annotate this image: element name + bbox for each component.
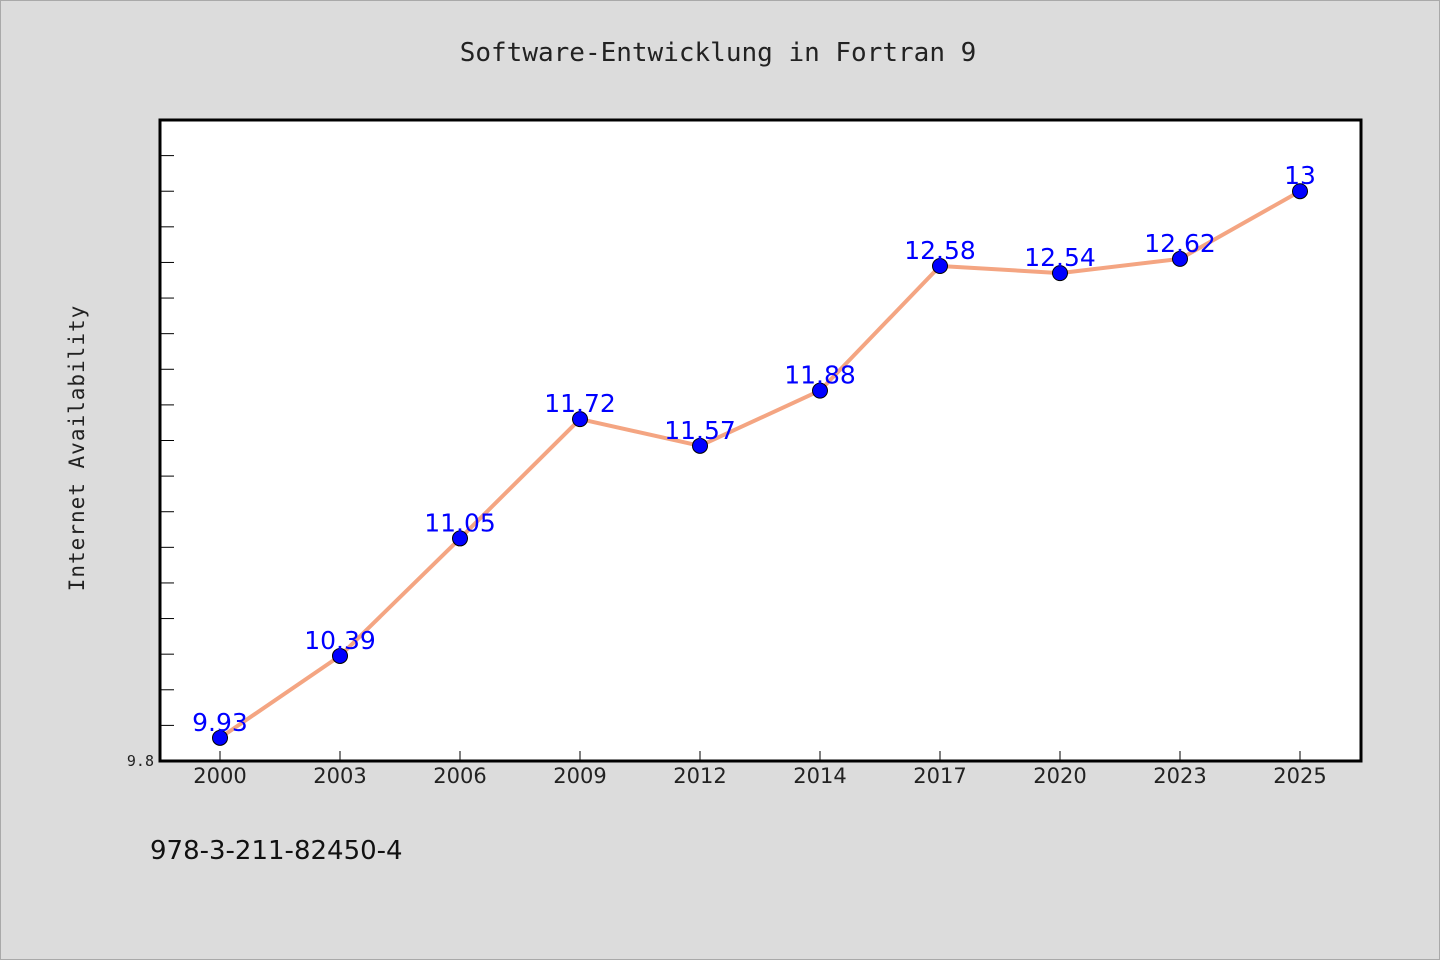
data-label: 11.57 xyxy=(664,416,736,445)
x-tick-label: 2003 xyxy=(313,764,366,788)
data-point xyxy=(332,647,348,664)
data-point xyxy=(932,258,948,275)
data-point xyxy=(692,437,708,454)
data-point xyxy=(1292,183,1308,200)
data-label: 12.62 xyxy=(1144,229,1216,258)
chart-title: Software-Entwicklung in Fortran 9 xyxy=(460,38,977,68)
data-point xyxy=(212,729,228,746)
data-label: 10.39 xyxy=(304,626,376,655)
series-line xyxy=(218,189,1301,740)
data-point xyxy=(812,382,828,399)
data-label: 13 xyxy=(1284,161,1316,190)
y-minor-ticks xyxy=(160,155,174,762)
x-tick-label: 2006 xyxy=(433,764,486,788)
data-label: 11.88 xyxy=(784,361,856,390)
x-tick-label: 2012 xyxy=(673,764,726,788)
x-tick-label: 2014 xyxy=(793,764,846,788)
x-tick-labels: 2000 2003 2006 2009 2012 2014 2017 2020 2023 2025 xyxy=(193,751,1327,788)
footer-isbn: 978-3-211-82450-4 xyxy=(150,836,403,866)
data-label: 9.93 xyxy=(192,708,248,737)
y-axis-label: Internet Availability xyxy=(65,305,89,592)
x-tick-label: 2020 xyxy=(1033,764,1086,788)
x-tick-label: 2017 xyxy=(913,764,966,788)
data-point xyxy=(452,530,468,547)
y-tick-label: 9.8 xyxy=(127,752,154,770)
data-point xyxy=(572,411,588,428)
data-label: 11.05 xyxy=(424,508,496,537)
plot-area xyxy=(160,120,1361,761)
x-tick-label: 2023 xyxy=(1153,764,1206,788)
x-tick-label: 2000 xyxy=(193,764,246,788)
data-label: 12.58 xyxy=(904,236,976,265)
x-tick-label: 2009 xyxy=(553,764,606,788)
data-point xyxy=(1052,265,1068,282)
plot-border xyxy=(158,118,1363,763)
data-label: 11.72 xyxy=(544,389,616,418)
x-tick-label: 2025 xyxy=(1273,764,1326,788)
data-point xyxy=(1172,250,1188,267)
data-markers xyxy=(212,183,1308,746)
data-label: 12.54 xyxy=(1024,243,1096,272)
data-labels: 9.93 10.39 11.05 11.72 11.57 11.88 12.58 12.54 1… xyxy=(192,161,1316,737)
y-tick-labels: 9.8 xyxy=(127,752,154,770)
